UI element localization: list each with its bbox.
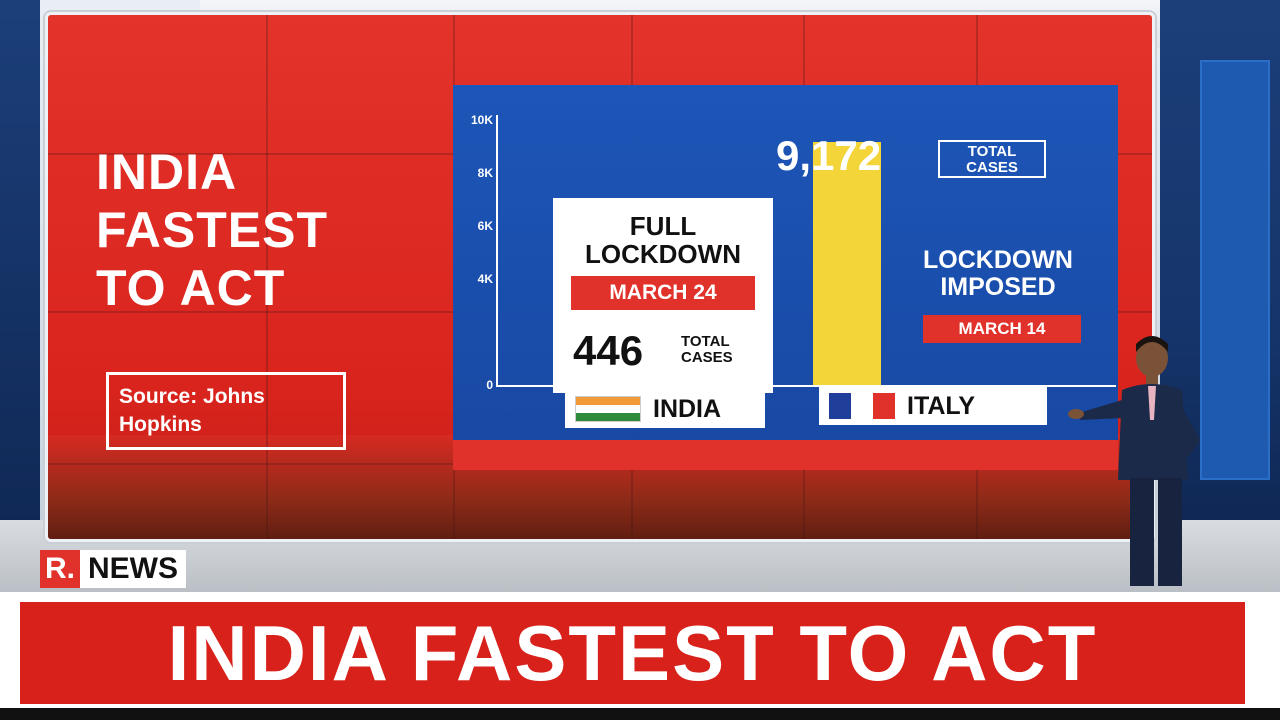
italy-lockdown-title: LOCKDOWN IMPOSED [883, 247, 1113, 301]
india-title-line: FULL [629, 211, 697, 241]
india-label: INDIA [565, 390, 765, 428]
italy-case-label: TOTAL CASES [938, 140, 1046, 178]
studio-right-wall [1160, 0, 1280, 560]
india-case-label-line: CASES [681, 349, 733, 366]
italy-case-count: 9,172 [776, 132, 882, 179]
headline-line: FASTEST [96, 202, 329, 258]
india-case-label-line: TOTAL [681, 333, 730, 350]
y-tick-label: 8K [477, 166, 493, 180]
india-case-label: TOTAL CASES [681, 334, 733, 366]
india-flag-icon [575, 396, 641, 422]
italy-title-line: IMPOSED [940, 273, 1056, 301]
india-lockdown-title: FULL LOCKDOWN [553, 212, 773, 268]
bar-italy [813, 141, 881, 385]
y-tick-label: 4K [477, 272, 493, 286]
presenter-figure [1068, 336, 1200, 586]
logo-name: NEWS [88, 552, 178, 585]
studio-left-wall [0, 0, 40, 600]
india-lockdown-card: FULL LOCKDOWN MARCH 24 446 TOTAL CASES [553, 198, 773, 393]
ticker-bottom-edge [0, 708, 1280, 720]
chart-panel-footer [453, 440, 1118, 470]
india-lockdown-date: MARCH 24 [571, 276, 755, 310]
studio-side-screen [1200, 60, 1270, 480]
headline-line: INDIA [96, 144, 238, 200]
headline-ticker: INDIA FASTEST TO ACT [20, 602, 1245, 704]
x-axis-line [496, 385, 1116, 387]
source-box: Source: Johns Hopkins [106, 372, 346, 450]
italy-title-line: LOCKDOWN [923, 246, 1073, 274]
flag-icon [829, 393, 895, 419]
italy-label: ITALY [819, 387, 1047, 425]
india-title-line: LOCKDOWN [585, 239, 741, 269]
video-wall: INDIA FASTEST TO ACT Source: Johns Hopki… [45, 12, 1155, 542]
headline-line: TO ACT [96, 260, 286, 316]
source-line: Source: Johns [119, 385, 265, 408]
italy-case-label-line: CASES [966, 159, 1018, 176]
y-tick-label: 0 [486, 378, 493, 392]
wall-headline: INDIA FASTEST TO ACT [96, 143, 476, 317]
y-tick-label: 10K [470, 113, 493, 127]
india-label-text: INDIA [653, 394, 722, 423]
italy-label-text: ITALY [907, 391, 976, 420]
y-axis-line [496, 115, 498, 387]
y-tick-label: 6K [477, 219, 493, 233]
logo-mark: R. [40, 550, 80, 588]
channel-logo: R. NEWS [40, 550, 186, 588]
italy-case-label-line: TOTAL [967, 143, 1017, 160]
italy-lockdown-date: MARCH 14 [923, 315, 1081, 343]
source-line: Hopkins [119, 413, 202, 436]
wall-seam [266, 15, 268, 539]
india-case-count: 446 [573, 327, 644, 374]
